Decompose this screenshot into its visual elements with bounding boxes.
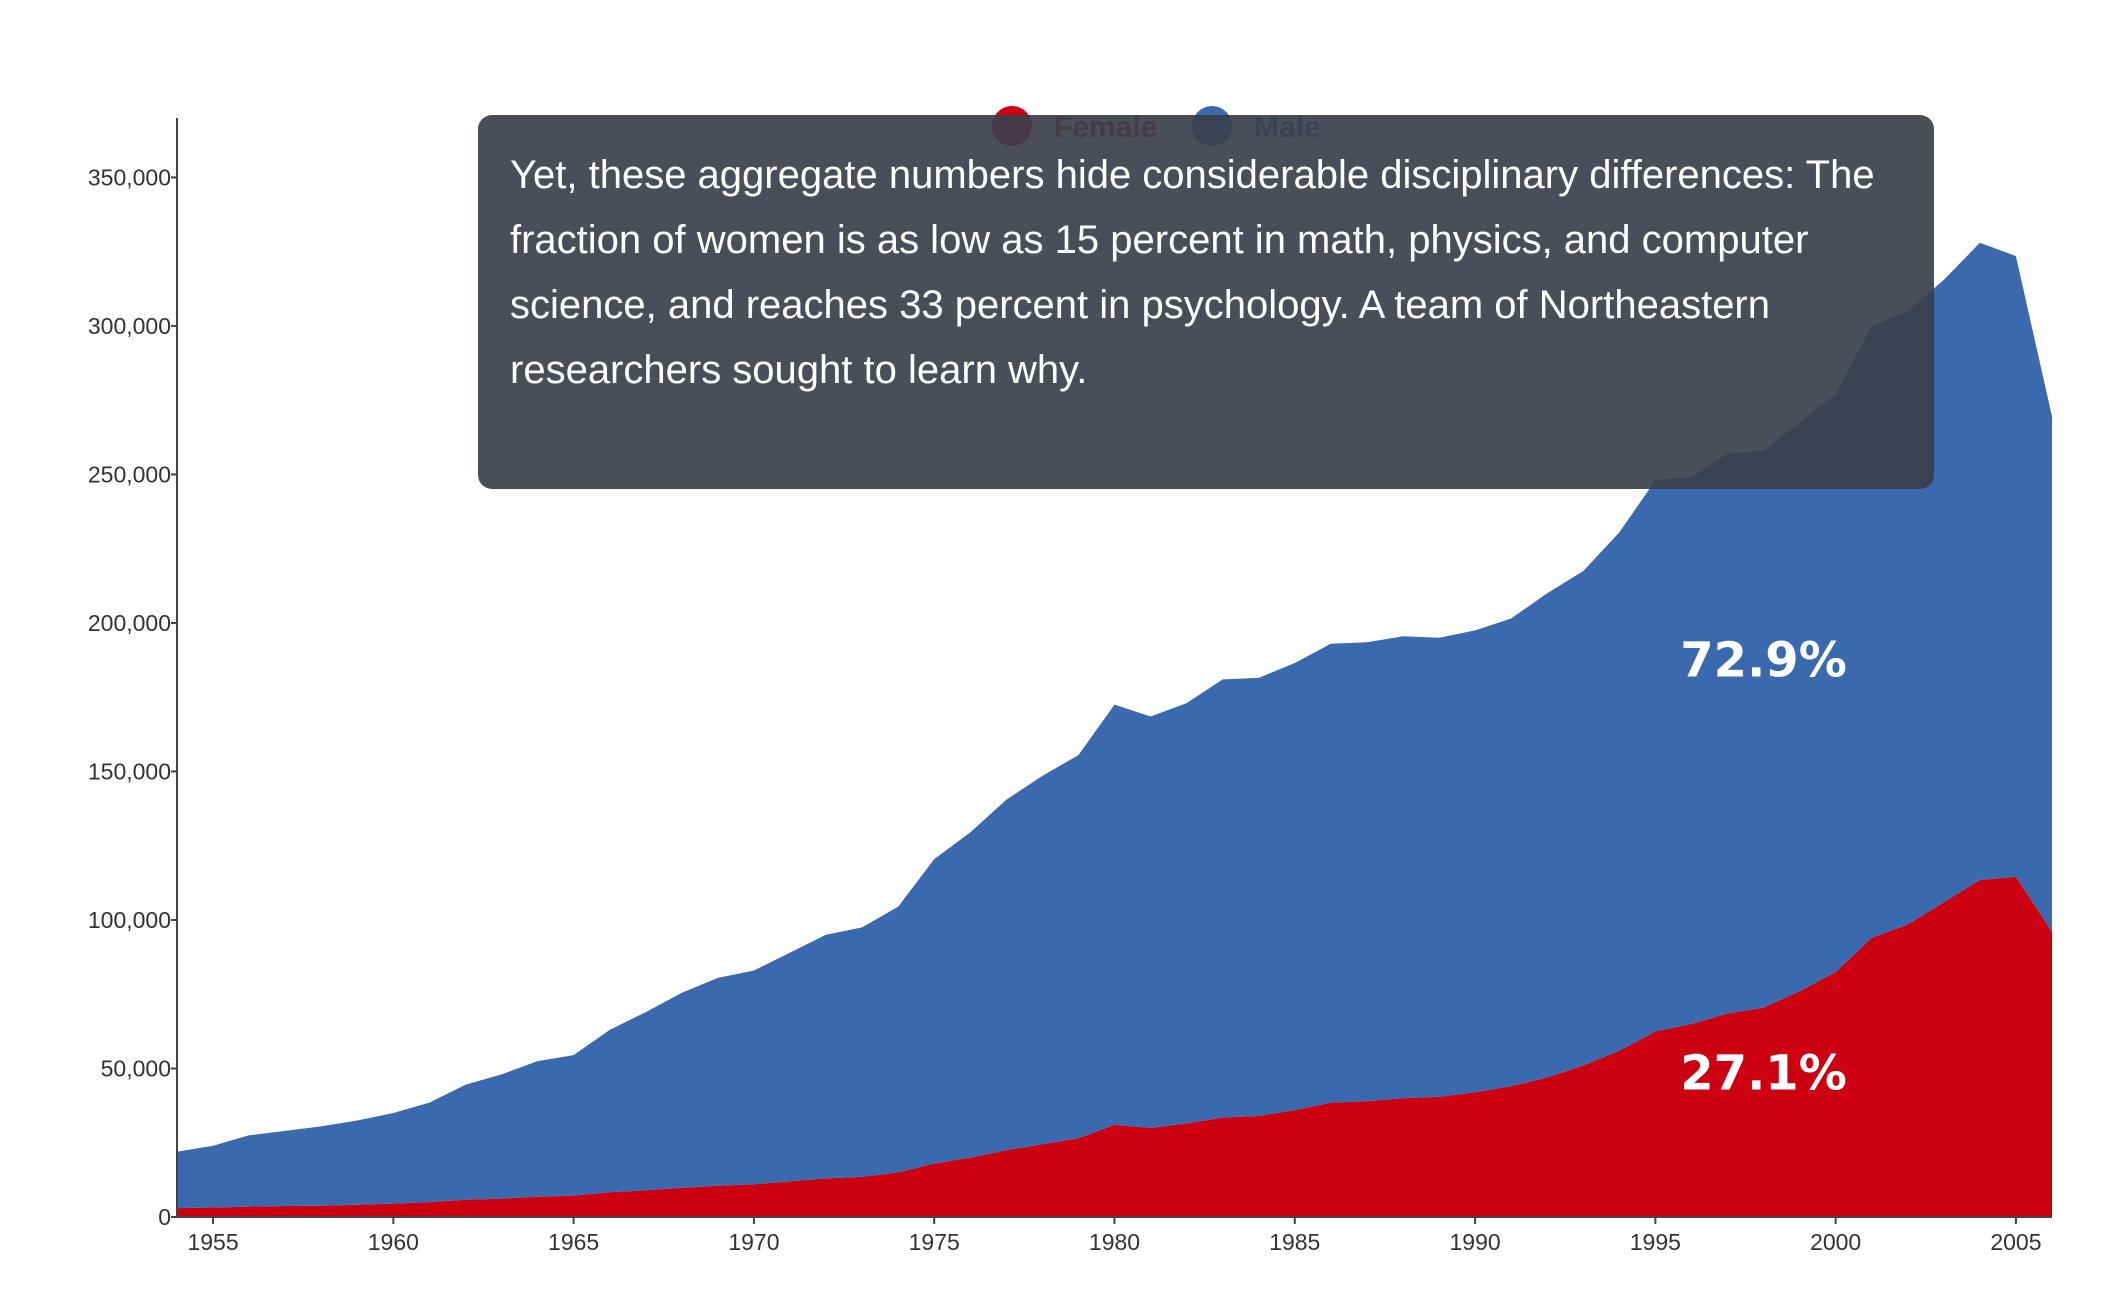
x-tick-label: 1970 — [728, 1229, 779, 1255]
area-layer — [177, 242, 2052, 1217]
x-tick-label: 1955 — [187, 1229, 238, 1255]
axes: 0 50,000 100,000 150,000 200,000 250,000 300,0… — [88, 118, 2052, 1255]
y-tick-label: 150,000 — [88, 758, 171, 784]
y-tick-label: 250,000 — [88, 461, 171, 487]
y-tick-label: 300,000 — [88, 313, 171, 339]
annotations: 72.9% 27.1% — [1680, 632, 1847, 1101]
y-tick-label: 0 — [158, 1204, 171, 1230]
x-tick-label: 1975 — [909, 1229, 960, 1255]
x-tick-label: 1985 — [1269, 1229, 1320, 1255]
y-tick-label: 50,000 — [101, 1055, 171, 1081]
x-tick-label: 1995 — [1630, 1229, 1681, 1255]
area-male — [177, 242, 2052, 1209]
y-tick-label: 200,000 — [88, 610, 171, 636]
y-tick-label: 100,000 — [88, 907, 171, 933]
x-tick-label: 2000 — [1810, 1229, 1861, 1255]
x-tick-label: 2005 — [1990, 1229, 2041, 1255]
x-tick-label: 1990 — [1449, 1229, 1500, 1255]
annotation-male-percent: 72.9% — [1680, 632, 1847, 688]
x-tick-label: 1980 — [1089, 1229, 1140, 1255]
y-tick-label: 350,000 — [88, 164, 171, 190]
annotation-female-percent: 27.1% — [1680, 1045, 1847, 1101]
x-tick-label: 1965 — [548, 1229, 599, 1255]
tooltip-text: Yet, these aggregate numbers hide consid… — [510, 153, 1875, 392]
tooltip-box: Yet, these aggregate numbers hide consid… — [478, 115, 1934, 489]
area-female — [177, 876, 2052, 1217]
x-tick-label: 1960 — [368, 1229, 419, 1255]
